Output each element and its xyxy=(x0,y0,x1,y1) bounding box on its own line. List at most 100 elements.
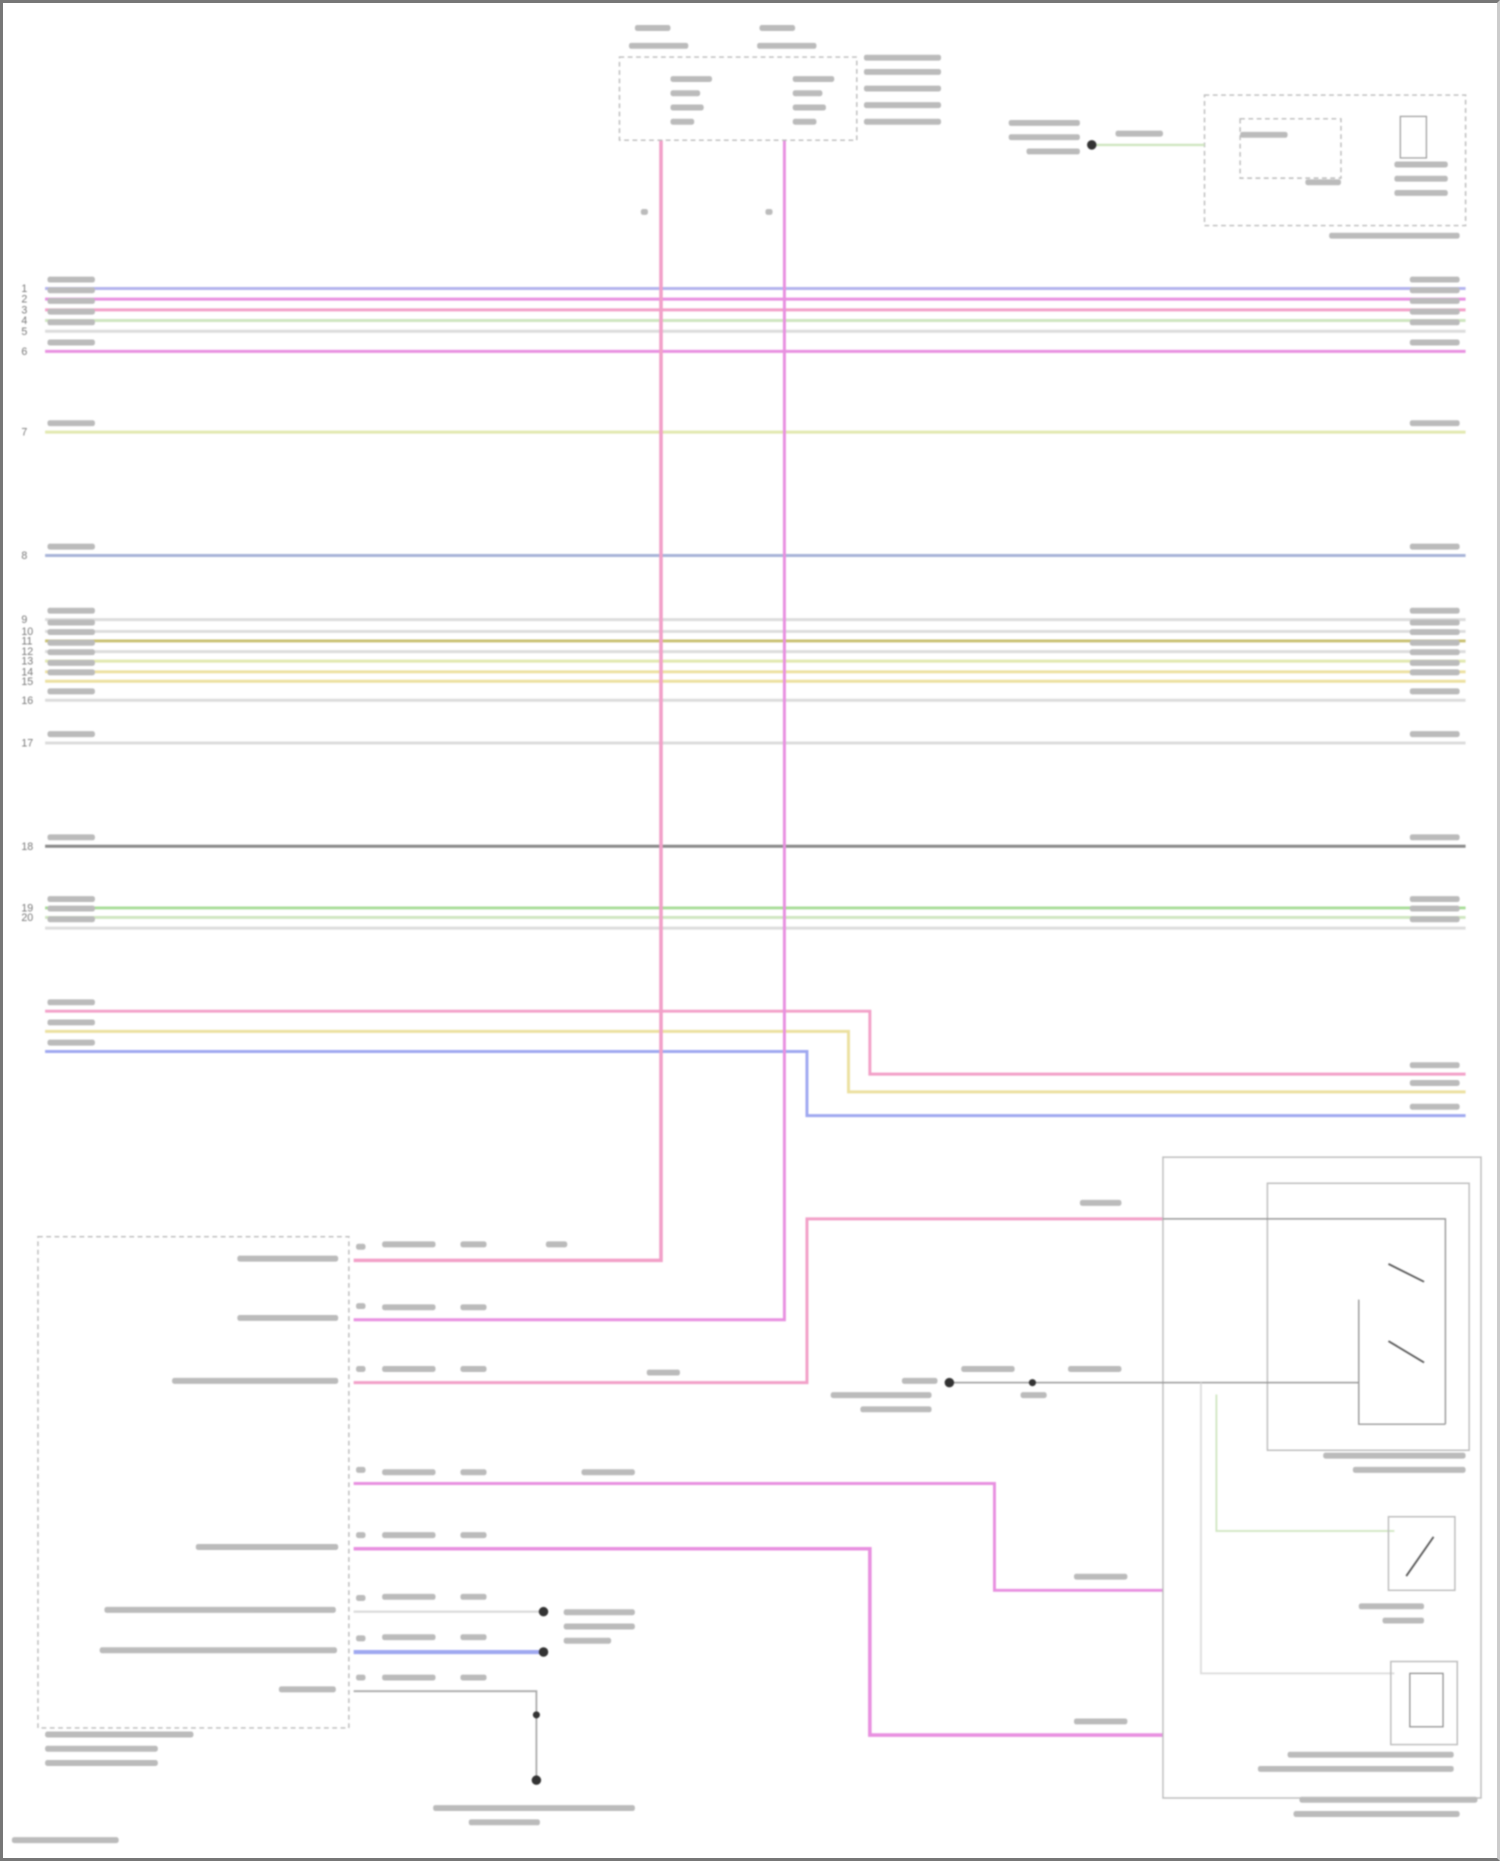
pin-number: 18 xyxy=(21,841,33,853)
component-label xyxy=(863,85,942,92)
shift-switch-box xyxy=(1266,1182,1470,1451)
label-blur xyxy=(382,1241,436,1248)
label-blur xyxy=(460,1304,487,1311)
label-blur xyxy=(670,76,713,83)
label-blur xyxy=(792,76,835,83)
switch-contact-icon xyxy=(1387,1340,1425,1364)
ground-icon xyxy=(531,1775,542,1785)
pin-label xyxy=(356,1674,366,1681)
pin-label xyxy=(356,1635,366,1642)
pin-number: 14 xyxy=(21,666,33,678)
wire-label-left xyxy=(47,905,95,912)
pin-number: 10 xyxy=(21,626,33,638)
label-blur xyxy=(382,1304,436,1311)
wire-label-vertical xyxy=(765,208,773,215)
label-blur xyxy=(1073,1718,1128,1725)
wire-label-left xyxy=(47,659,95,666)
label-blur xyxy=(104,1606,336,1613)
label-blur xyxy=(545,1241,568,1248)
wire-label-left xyxy=(47,649,95,656)
label-blur xyxy=(195,1544,339,1550)
label-blur xyxy=(1287,1751,1454,1758)
wire-label-vertical xyxy=(640,208,648,215)
wire-label-right xyxy=(1409,287,1460,294)
wire-label-right xyxy=(1409,543,1460,550)
wire-label-right xyxy=(1409,619,1460,626)
wire xyxy=(353,1217,1163,1385)
label-blur xyxy=(792,118,817,125)
pin-label xyxy=(356,1532,366,1539)
wire-label-right xyxy=(1409,688,1460,695)
label-blur xyxy=(1020,1392,1047,1399)
wire-label-right xyxy=(1409,629,1460,636)
ground-point-icon xyxy=(944,1377,955,1388)
label-blur xyxy=(581,1469,635,1476)
wire-label-left xyxy=(47,297,95,304)
label-blur xyxy=(45,1760,158,1766)
splice-icon xyxy=(532,1711,540,1719)
pin-number: 15 xyxy=(21,676,33,688)
label-blur xyxy=(1293,1811,1460,1817)
label-blur xyxy=(382,1634,436,1641)
wire-horizontal xyxy=(45,1050,1466,1118)
sensor-icon xyxy=(1399,115,1428,159)
wire-horizontal xyxy=(45,1029,1466,1094)
wire-label-right xyxy=(1409,639,1460,646)
label-blur xyxy=(382,1469,436,1476)
ground-point-icon xyxy=(1087,140,1097,150)
pin-number: 7 xyxy=(21,427,27,439)
wire-label-right xyxy=(1409,276,1460,283)
wire-label-left xyxy=(47,543,95,550)
label-blur xyxy=(563,1609,635,1616)
pin-label xyxy=(356,1243,366,1250)
label-blur xyxy=(901,1377,938,1384)
label-blur xyxy=(433,1805,635,1812)
label-blur xyxy=(860,1406,932,1413)
wire-label-left xyxy=(47,731,95,738)
wire-vertical xyxy=(353,140,786,1322)
label-blur xyxy=(670,118,695,125)
wire-label-left xyxy=(47,834,95,841)
solenoid-icon xyxy=(1409,1672,1444,1728)
wire-label-left xyxy=(47,276,95,283)
wire-label-right xyxy=(1409,905,1460,912)
switch-contact-icon xyxy=(1405,1536,1435,1577)
label-blur xyxy=(830,1392,932,1399)
wire-label-right xyxy=(1409,319,1460,326)
label-blur xyxy=(792,90,823,97)
pin-number: 2 xyxy=(21,294,27,306)
label-blur xyxy=(634,25,671,31)
connector-icon xyxy=(538,1647,549,1657)
label-blur xyxy=(237,1255,339,1262)
brake-switch-box xyxy=(1387,1516,1456,1592)
pin-number: 20 xyxy=(21,912,33,924)
wire xyxy=(353,1482,1163,1592)
label-blur xyxy=(1394,175,1448,182)
label-blur xyxy=(1352,1466,1466,1473)
label-blur xyxy=(1026,148,1080,155)
wire-label-right xyxy=(1409,607,1460,614)
label-blur xyxy=(628,42,689,49)
label-blur xyxy=(670,104,704,111)
label-blur xyxy=(278,1686,336,1693)
solenoid-box xyxy=(1390,1660,1458,1746)
wire xyxy=(353,1546,1163,1737)
label-blur xyxy=(382,1532,436,1539)
label-blur xyxy=(382,1593,436,1600)
label-blur xyxy=(382,1674,436,1681)
wire-label-left xyxy=(47,619,95,626)
wire-label-right xyxy=(1409,896,1460,903)
label-blur xyxy=(45,1745,158,1752)
pin-number: 3 xyxy=(21,304,27,316)
pin-number: 12 xyxy=(21,646,33,658)
pin-number: 4 xyxy=(21,315,27,327)
wire-label-right xyxy=(1409,659,1460,666)
label-blur xyxy=(1115,130,1163,137)
pin-label xyxy=(356,1466,366,1473)
label-blur xyxy=(1079,1199,1122,1206)
label-blur xyxy=(1394,161,1448,168)
wire-horizontal xyxy=(45,1009,1466,1076)
label-blur xyxy=(460,1674,487,1681)
wire-label-right xyxy=(1409,339,1460,346)
